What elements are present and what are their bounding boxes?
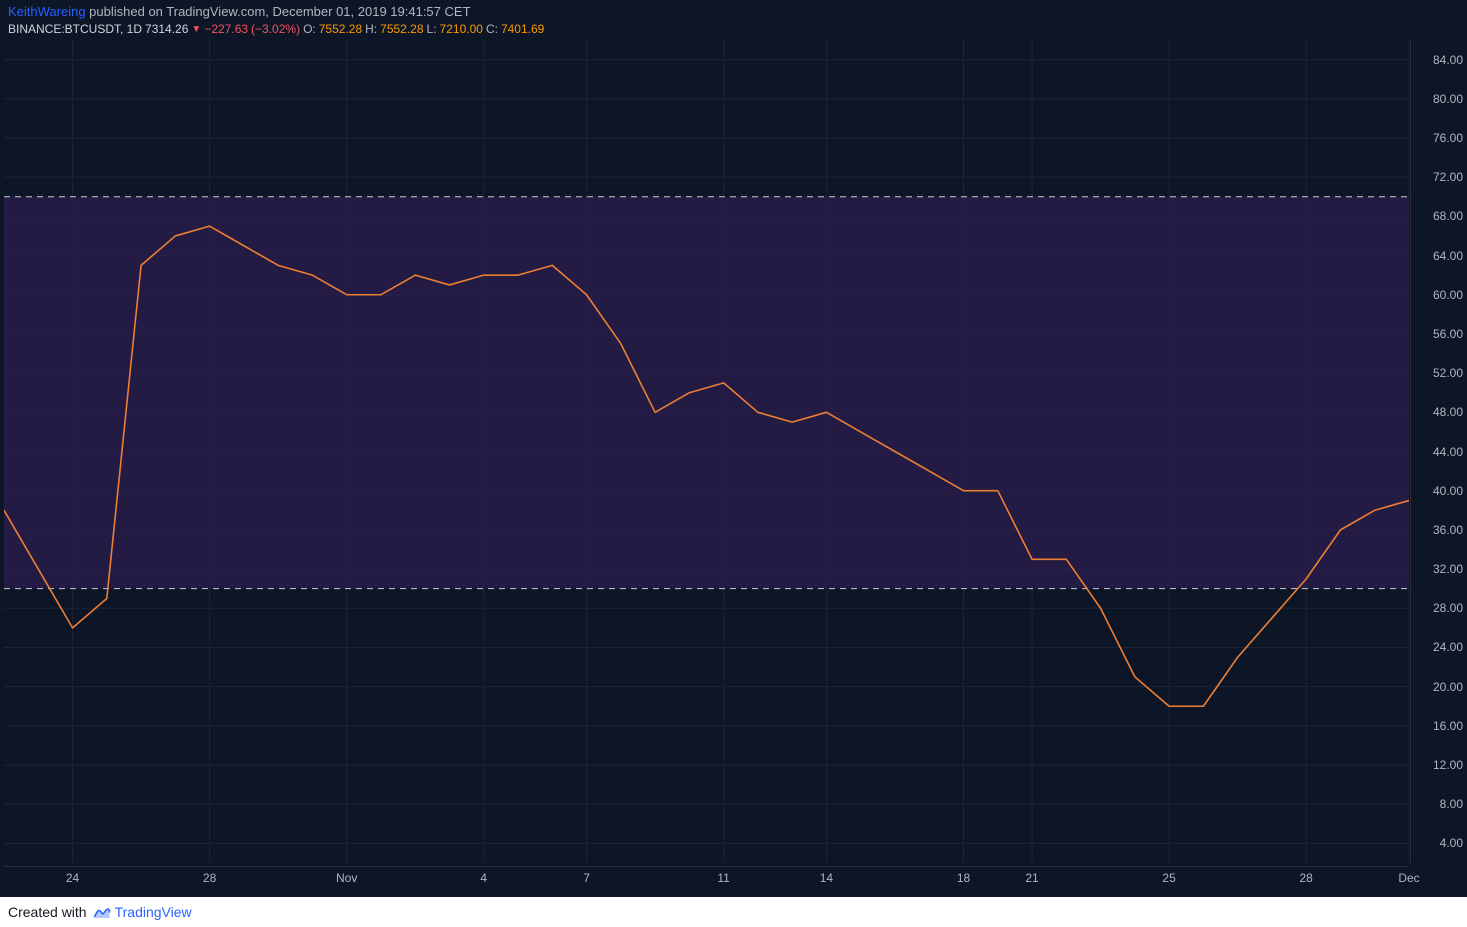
y-tick-label: 76.00 <box>1433 131 1463 145</box>
x-tick-label: 21 <box>1025 871 1038 885</box>
author-link[interactable]: KeithWareing <box>8 4 86 19</box>
tradingview-brand-label: TradingView <box>115 904 192 920</box>
y-tick-label: 80.00 <box>1433 92 1463 106</box>
x-axis[interactable]: 2428Nov47111418212528Dec <box>4 867 1409 891</box>
x-tick-label: 25 <box>1162 871 1175 885</box>
high-label: H: <box>365 22 377 36</box>
y-tick-label: 24.00 <box>1433 640 1463 654</box>
y-tick-label: 20.00 <box>1433 680 1463 694</box>
y-tick-label: 16.00 <box>1433 719 1463 733</box>
y-tick-label: 8.00 <box>1440 797 1463 811</box>
footer: Created with TradingView <box>0 897 1467 927</box>
x-tick-label: 28 <box>1300 871 1313 885</box>
tradingview-link[interactable]: TradingView <box>93 904 192 920</box>
high-value: 7552.28 <box>380 22 423 36</box>
open-value: 7552.28 <box>319 22 362 36</box>
chart-container: KeithWareing published on TradingView.co… <box>0 0 1467 897</box>
x-tick-label: 4 <box>480 871 487 885</box>
footer-created-label: Created with <box>8 904 87 920</box>
y-axis[interactable]: 4.00 8.00 12.00 16.00 20.00 24.00 28.00 32.00 36… <box>1411 40 1467 863</box>
y-tick-label: 60.00 <box>1433 288 1463 302</box>
y-tick-label: 44.00 <box>1433 445 1463 459</box>
y-tick-label: 52.00 <box>1433 366 1463 380</box>
x-tick-label: 11 <box>717 871 729 885</box>
y-tick-label: 4.00 <box>1440 836 1463 850</box>
y-tick-label: 32.00 <box>1433 562 1463 576</box>
x-tick-label: 14 <box>820 871 833 885</box>
close-label: C: <box>486 22 498 36</box>
x-tick-label: 18 <box>957 871 970 885</box>
plot-area[interactable] <box>4 40 1409 863</box>
x-tick-label: Nov <box>336 871 357 885</box>
publish-header: KeithWareing published on TradingView.co… <box>8 4 471 19</box>
close-value: 7401.69 <box>501 22 544 36</box>
y-tick-label: 36.00 <box>1433 523 1463 537</box>
tradingview-logo-icon <box>93 905 111 919</box>
price-change: −227.63 <box>204 22 248 36</box>
y-tick-label: 72.00 <box>1433 170 1463 184</box>
y-tick-label: 84.00 <box>1433 53 1463 67</box>
x-tick-label: Dec <box>1398 871 1419 885</box>
publish-meta: published on TradingView.com, December 0… <box>86 4 471 19</box>
x-tick-label: 28 <box>203 871 216 885</box>
y-tick-label: 56.00 <box>1433 327 1463 341</box>
y-tick-label: 12.00 <box>1433 758 1463 772</box>
x-tick-label: 7 <box>583 871 590 885</box>
y-tick-label: 40.00 <box>1433 484 1463 498</box>
low-value: 7210.00 <box>440 22 483 36</box>
price-change-pct: (−3.02%) <box>251 22 300 36</box>
x-tick-label: 24 <box>66 871 79 885</box>
symbol-label: BINANCE:BTCUSDT, 1D <box>8 22 142 36</box>
low-label: L: <box>427 22 437 36</box>
last-price: 7314.26 <box>145 22 188 36</box>
open-label: O: <box>303 22 316 36</box>
down-arrow-icon: ▼ <box>191 24 201 35</box>
ohlc-bar: BINANCE:BTCUSDT, 1D 7314.26 ▼ −227.63 (−… <box>8 22 544 36</box>
y-tick-label: 48.00 <box>1433 405 1463 419</box>
y-tick-label: 28.00 <box>1433 601 1463 615</box>
y-tick-label: 68.00 <box>1433 209 1463 223</box>
y-tick-label: 64.00 <box>1433 249 1463 263</box>
